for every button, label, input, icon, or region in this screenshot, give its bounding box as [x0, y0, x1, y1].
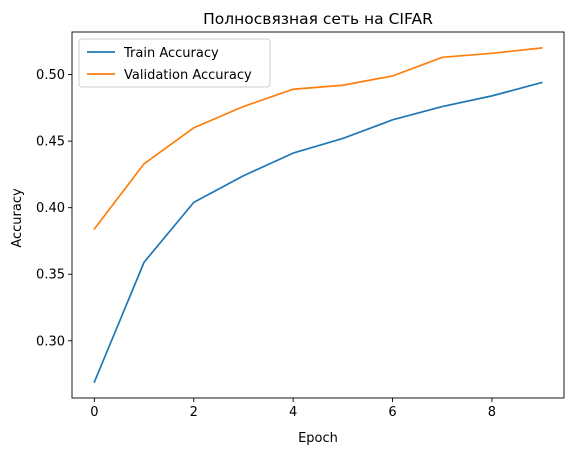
chart-title: Полносвязная сеть на CIFAR: [203, 10, 433, 28]
legend-box: [78, 38, 271, 88]
x-tick-label: 0: [90, 405, 98, 420]
x-axis-label: Epoch: [298, 431, 338, 446]
y-tick-label: 0.50: [36, 68, 65, 83]
y-tick-label: 0.40: [36, 201, 65, 216]
x-tick-label: 8: [488, 405, 496, 420]
plot-frame: [71, 31, 565, 399]
plot-area: 0 2 4 6 8 0.30 0.35 0.40 0.45 0.50 Train Accuracy V…: [36, 31, 565, 420]
y-tick-label: 0.35: [36, 268, 65, 283]
legend-label: Train Accuracy: [123, 46, 219, 61]
x-tick-label: 4: [289, 405, 297, 420]
legend-label: Validation Accuracy: [124, 68, 252, 83]
y-axis-label: Accuracy: [10, 188, 25, 248]
y-tick-label: 0.30: [36, 334, 65, 349]
series-line-train-accuracy: [93, 81, 543, 384]
series-line-validation-accuracy: [93, 47, 543, 231]
x-tick-label: 2: [190, 405, 198, 420]
x-tick-label: 6: [388, 405, 396, 420]
y-tick-label: 0.45: [36, 135, 65, 150]
